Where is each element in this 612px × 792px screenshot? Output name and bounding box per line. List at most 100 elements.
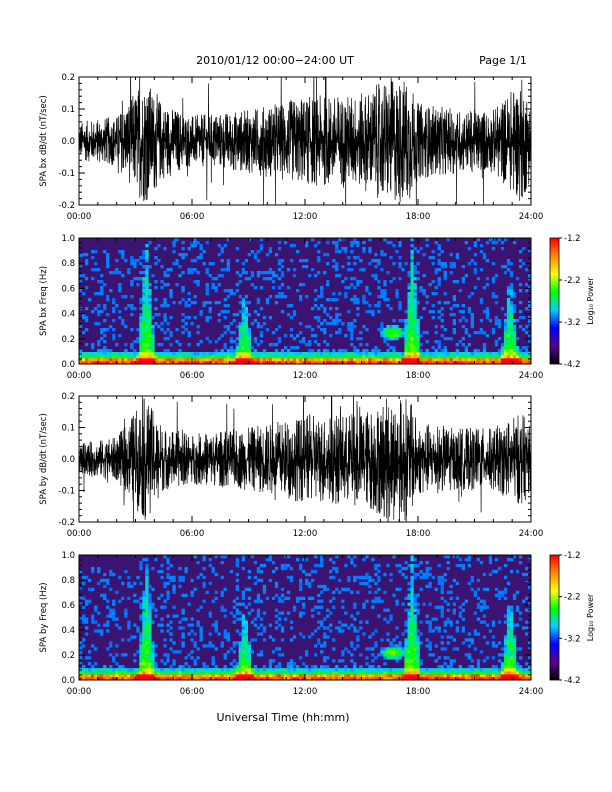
- heatmap-cell: [479, 620, 484, 624]
- heatmap-cell: [247, 361, 251, 364]
- heatmap-cell: [181, 671, 185, 675]
- heatmap-cell: [223, 587, 227, 591]
- heatmap-cell: [407, 563, 411, 568]
- heatmap-cell: [473, 358, 477, 362]
- heatmap-cell: [440, 671, 444, 675]
- heatmap-cell: [509, 674, 514, 678]
- heatmap-cell: [326, 587, 330, 591]
- heatmap-cell: [431, 668, 435, 672]
- heatmap-cell: [175, 283, 179, 287]
- heatmap-cell: [491, 328, 496, 332]
- heatmap-cell: [139, 656, 143, 660]
- heatmap-cell: [100, 629, 104, 633]
- heatmap-cell: [512, 674, 517, 678]
- heatmap-cell: [238, 334, 242, 338]
- heatmap-cell: [434, 325, 438, 329]
- heatmap-cell: [525, 325, 529, 329]
- heatmap-cell: [410, 283, 414, 287]
- heatmap-cell: [395, 563, 399, 568]
- heatmap-cell: [503, 238, 508, 242]
- heatmap-cell: [350, 298, 354, 302]
- heatmap-cell: [127, 596, 131, 600]
- heatmap-cell: [91, 671, 95, 675]
- heatmap-cell: [280, 638, 285, 642]
- heatmap-cell: [94, 662, 98, 666]
- heatmap-cell: [389, 650, 393, 654]
- heatmap-cell: [446, 352, 450, 356]
- heatmap-cell: [88, 298, 92, 302]
- heatmap-cell: [142, 605, 146, 609]
- heatmap-cell: [461, 668, 465, 672]
- heatmap-cell: [268, 247, 273, 251]
- heatmap-cell: [308, 325, 312, 329]
- heatmap-cell: [329, 355, 333, 359]
- heatmap-cell: [518, 310, 523, 314]
- heatmap-cell: [109, 587, 113, 591]
- heatmap-cell: [362, 677, 366, 680]
- heatmap-cell: [416, 328, 420, 332]
- heatmap-cell: [512, 668, 517, 672]
- heatmap-cell: [253, 599, 258, 603]
- heatmap-cell: [283, 674, 288, 678]
- heatmap-cell: [91, 346, 95, 350]
- heatmap-cell: [103, 674, 107, 678]
- heatmap-cell: [296, 677, 300, 680]
- heatmap-cell: [172, 641, 176, 645]
- heatmap-cell: [410, 602, 414, 606]
- heatmap-cell: [85, 277, 89, 281]
- heatmap-cell: [145, 358, 149, 362]
- heatmap-cell: [398, 674, 402, 678]
- heatmap-cell: [199, 668, 203, 672]
- heatmap-cell: [226, 295, 230, 299]
- heatmap-cell: [202, 671, 206, 675]
- heatmap-cell: [416, 563, 420, 568]
- heatmap-cell: [238, 361, 242, 364]
- heatmap-cell: [124, 325, 128, 329]
- heatmap-cell: [235, 289, 239, 293]
- heatmap-cell: [299, 259, 303, 263]
- heatmap-cell: [365, 286, 369, 290]
- heatmap-cell: [386, 656, 390, 660]
- heatmap-cell: [172, 244, 176, 248]
- heatmap-cell: [311, 671, 315, 675]
- heatmap-cell: [79, 253, 83, 257]
- heatmap-cell: [187, 361, 191, 364]
- heatmap-cell: [292, 635, 297, 639]
- heatmap-cell: [413, 340, 417, 344]
- heatmap-cell: [214, 355, 218, 359]
- heatmap-cell: [386, 337, 390, 341]
- heatmap-cell: [139, 277, 143, 281]
- heatmap-cell: [241, 313, 245, 317]
- heatmap-cell: [407, 638, 411, 642]
- colorbar-tick-label: -1.2: [564, 234, 581, 244]
- heatmap-cell: [289, 575, 294, 580]
- heatmap-cell: [512, 596, 517, 600]
- heatmap-cell: [145, 283, 149, 287]
- heatmap-cell: [467, 581, 471, 586]
- heatmap-cell: [145, 566, 149, 571]
- heatmap-cell: [112, 668, 116, 672]
- heatmap-cell: [350, 328, 354, 332]
- heatmap-cell: [157, 259, 161, 263]
- heatmap-cell: [184, 253, 188, 257]
- heatmap-cell: [139, 358, 143, 362]
- heatmap-cell: [268, 358, 273, 362]
- heatmap-cell: [491, 644, 496, 648]
- heatmap-cell: [296, 668, 300, 672]
- heatmap-cell: [184, 358, 188, 362]
- heatmap-cell: [395, 361, 399, 364]
- heatmap-cell: [506, 650, 511, 654]
- heatmap-cell: [187, 298, 191, 302]
- heatmap-cell: [437, 352, 441, 356]
- heatmap-cell: [341, 352, 345, 356]
- heatmap-cell: [82, 316, 86, 320]
- heatmap-cell: [145, 617, 149, 621]
- heatmap-cell: [395, 671, 399, 675]
- heatmap-cell: [509, 331, 514, 335]
- heatmap-cell: [172, 584, 176, 589]
- heatmap-cell: [467, 677, 471, 680]
- heatmap-cell: [91, 277, 95, 281]
- heatmap-cell: [503, 322, 508, 326]
- heatmap-cell: [103, 623, 107, 627]
- heatmap-cell: [241, 337, 245, 341]
